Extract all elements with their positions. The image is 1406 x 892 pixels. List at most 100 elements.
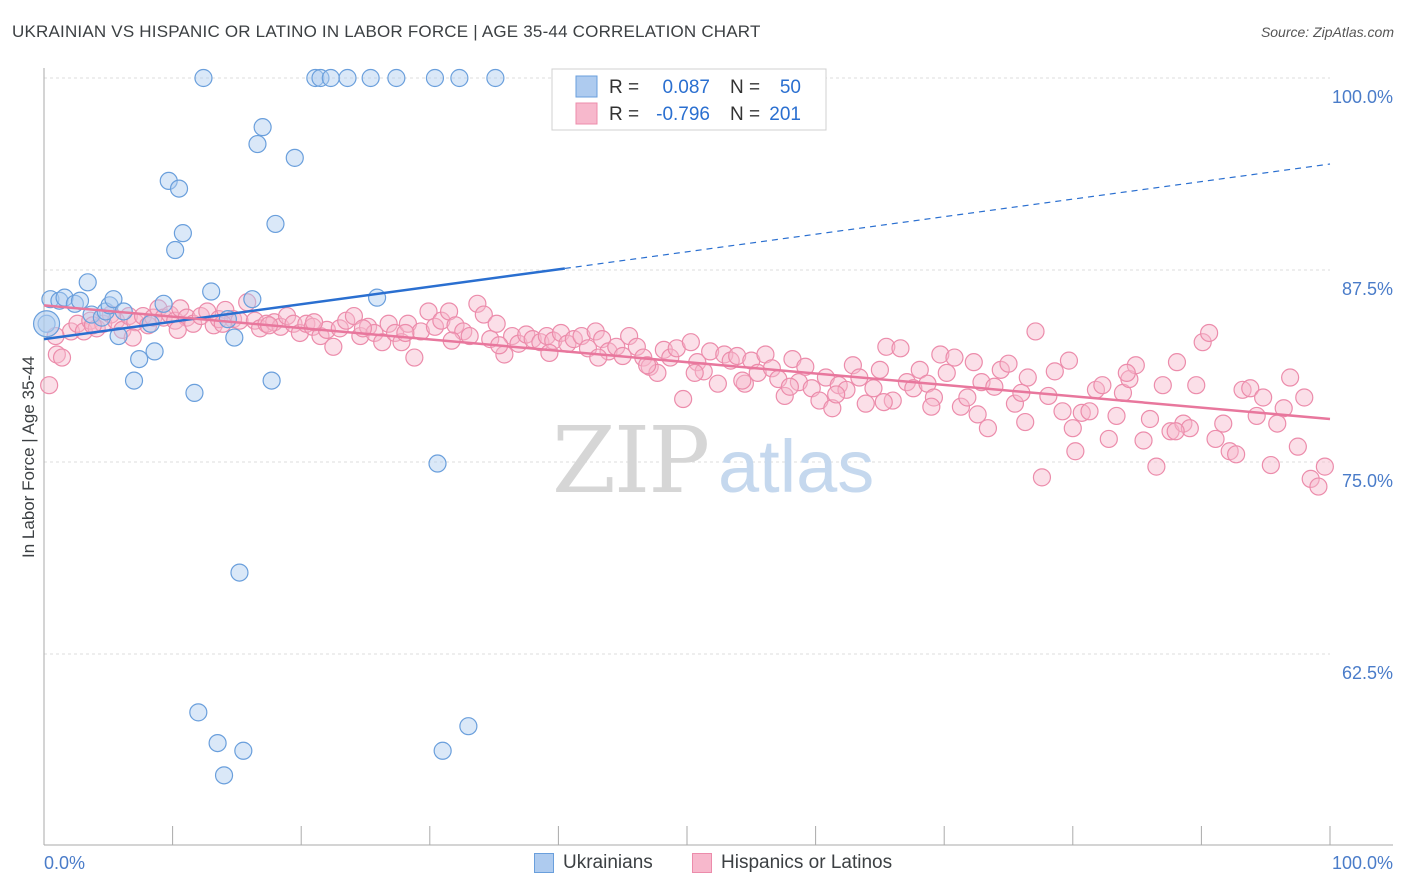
ukrainians-point-5	[70, 291, 90, 310]
ukrainians-point-24	[194, 68, 213, 88]
hispanics-point-152	[1059, 351, 1079, 370]
ukrainians-point-37	[321, 68, 340, 88]
bottom-legend-swatch-pink	[692, 853, 712, 873]
ukrainians-point-48	[234, 741, 253, 760]
x-tick-labels: 0.0% 100.0%	[44, 853, 1393, 873]
hispanics-point-148	[1032, 468, 1052, 487]
hispanics-point-57	[411, 322, 430, 341]
hispanics-point-164	[1140, 409, 1160, 429]
hispanics-point-170	[1180, 419, 1199, 438]
legend-n-value-1: 50	[780, 77, 801, 98]
hispanics-point-137	[958, 388, 977, 407]
hispanics-point-100	[708, 374, 727, 393]
hispanics-point-203	[589, 348, 608, 367]
chart-title: UKRAINIAN VS HISPANIC OR LATINO IN LABOR…	[12, 22, 761, 41]
hispanics-point-175	[1214, 414, 1233, 433]
hispanics-point-188	[1301, 469, 1320, 488]
hispanics-point-130	[910, 360, 929, 379]
legend-n-label-1: N =	[730, 77, 760, 98]
hispanics-point-174	[1206, 429, 1225, 449]
watermark-zip: ZIP	[552, 407, 708, 514]
ukrainians-point-1	[41, 290, 60, 309]
hispanics-point-64	[460, 326, 479, 346]
ukrainians-point-17	[145, 342, 164, 361]
hispanics-point-183	[1268, 414, 1287, 433]
hispanics-point-149	[1039, 386, 1058, 406]
bottom-legend-swatch-blue	[534, 853, 554, 873]
hispanics-point-210	[922, 397, 941, 416]
ukrainians-point-11	[104, 290, 123, 309]
hispanics-point-155	[1080, 402, 1099, 421]
hispanics-point-125	[877, 337, 896, 356]
hispanics-point-202	[540, 343, 559, 363]
hispanics-point-189	[1309, 477, 1328, 496]
hispanics-point-122	[856, 394, 875, 413]
hispanics-point-126	[883, 391, 902, 410]
hispanics-point-60	[432, 311, 451, 330]
hispanics-point-168	[1167, 353, 1187, 372]
ukrainians-point-15	[130, 349, 149, 369]
hispanics-point-178	[1233, 380, 1252, 399]
hispanics-point-150	[1045, 362, 1064, 381]
hispanics-point-91	[648, 363, 667, 383]
hispanics-point-147	[1026, 322, 1045, 341]
ukrainians-point-33	[266, 214, 285, 234]
hispanics-point-193	[123, 328, 142, 347]
ukrainians-point-25	[202, 282, 221, 301]
hispanics-point-204	[638, 356, 657, 375]
watermark-atlas: atlas	[718, 425, 874, 508]
hispanics-point-157	[1093, 376, 1112, 395]
hispanics-point-1	[47, 345, 66, 364]
hispanics-point-99	[701, 342, 720, 361]
hispanics-point-163	[1134, 431, 1153, 450]
hispanics-point-144	[1005, 394, 1025, 413]
bottom-legend: Ukrainians Hispanics or Latinos	[0, 850, 1406, 880]
bottom-legend-item-hispanics: Hispanics or Latinos	[692, 852, 892, 874]
hispanics-point-129	[904, 379, 923, 398]
hispanics-point-153	[1066, 442, 1085, 461]
ukrainians-point-32	[262, 371, 281, 390]
hispanics-point-181	[1254, 388, 1273, 407]
hispanics-point-212	[1016, 412, 1035, 432]
hispanics-point-215	[1166, 422, 1185, 441]
hispanics-point-165	[1147, 457, 1166, 476]
ukrainians-point-50	[433, 741, 452, 760]
hispanics-point-184	[1274, 399, 1293, 418]
hispanics-point-138	[964, 353, 983, 372]
hispanics-point-110	[775, 386, 794, 406]
hispanics-point-65	[468, 294, 487, 313]
hispanics-point-58	[419, 302, 438, 321]
legend-r-value-1: 0.087	[662, 77, 710, 98]
ukrainians-point-42	[425, 68, 445, 88]
ukrainians-point-19	[159, 171, 178, 191]
legend-n-value-2: 201	[769, 104, 801, 125]
legend-r-value-2: -0.796	[656, 104, 710, 125]
hispanics-point-180	[1247, 406, 1266, 426]
ukrainians-point-28	[230, 563, 249, 582]
hispanics-point-179	[1241, 379, 1260, 398]
y-tick-label-2: 75.0%	[1342, 471, 1393, 491]
hispanics-point-190	[1315, 457, 1334, 476]
hispanics-point-207	[780, 377, 799, 396]
hispanics-point-205	[685, 363, 704, 383]
ukrainians-point-46	[189, 703, 208, 722]
ukrainians-point-2	[50, 291, 69, 310]
hispanics-point-133	[931, 345, 950, 364]
ukrainians-trend-line	[43, 267, 565, 341]
ukrainians-point-31	[253, 118, 272, 137]
hispanics-trend-line	[43, 304, 1331, 421]
hispanics-point-95	[674, 389, 693, 409]
ukrainians-point-38	[338, 68, 357, 88]
ukrainians-point-large	[32, 310, 61, 338]
hispanics-point-173	[1200, 323, 1219, 343]
hispanics-point-158	[1099, 429, 1118, 449]
y-tick-label-3: 62.5%	[1342, 663, 1393, 683]
hispanics-point-187	[1295, 388, 1314, 407]
chart-source: Source: ZipAtlas.com	[1260, 24, 1394, 40]
hispanics-point-56	[405, 348, 424, 367]
ukrainians-point-43	[428, 454, 447, 473]
y-tick-label-1: 87.5%	[1342, 279, 1393, 299]
hispanics-point-88	[627, 337, 646, 356]
hispanics-point-177	[1227, 445, 1246, 464]
ukrainians-point-47	[208, 733, 227, 753]
